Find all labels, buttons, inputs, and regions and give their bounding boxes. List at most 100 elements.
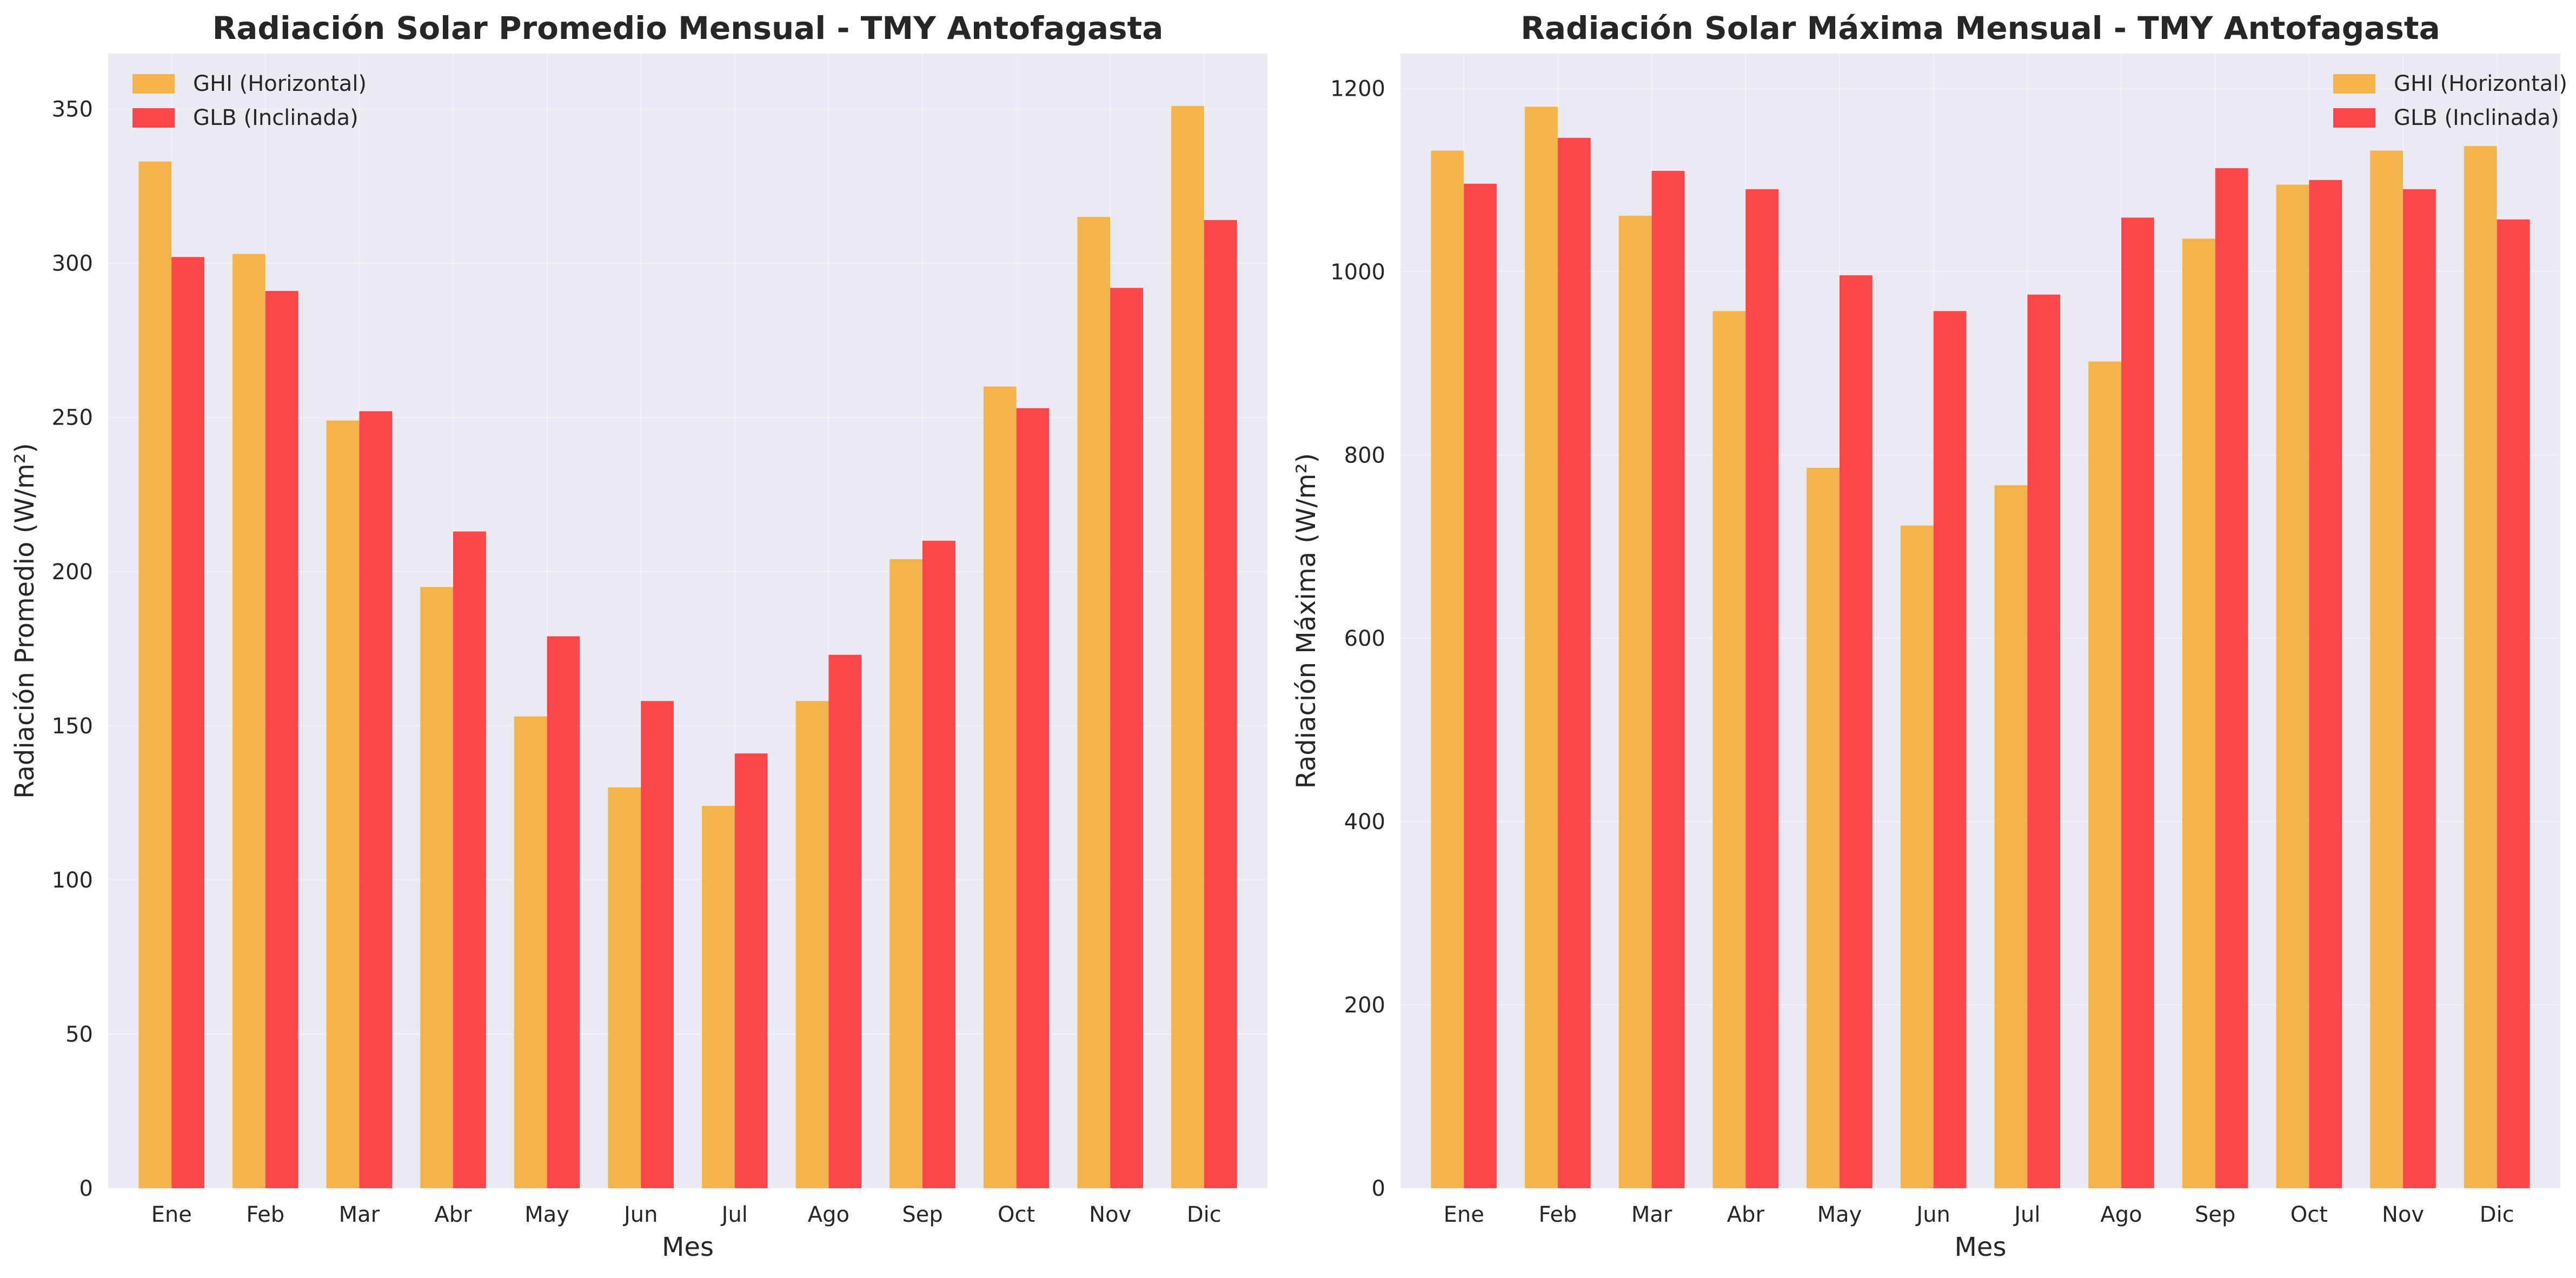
legend-swatch-glb [132,108,175,128]
x-tick-label: May [525,1202,569,1227]
bar-glb-dic [1204,220,1237,1189]
bar-glb-nov [1110,288,1143,1188]
x-tick-label: Oct [2290,1202,2328,1227]
bar-glb-ago [828,654,862,1188]
bar-ghi-oct [2276,184,2309,1188]
bar-glb-mar [1651,170,1685,1188]
bar-ghi-sep [889,559,923,1188]
x-tick-label: Feb [246,1202,284,1227]
bar-ghi-mar [1618,215,1652,1188]
x-tick-label: Abr [434,1202,472,1227]
y-axis-label: Radiación Máxima (W/m²) [1291,453,1322,789]
bar-glb-ago [2121,217,2154,1189]
bar-ghi-mar [326,420,360,1188]
x-axis-label: Mes [1955,1232,2007,1262]
y-tick-label: 300 [52,251,93,276]
bar-ghi-jun [608,787,641,1188]
x-tick-label: Sep [2195,1202,2235,1227]
plot-area [108,54,1267,1188]
y-axis-label: Radiación Promedio (W/m²) [10,443,40,799]
legend-swatch-glb [2333,108,2375,128]
legend: GHI (Horizontal) GLB (Inclinada) [132,71,367,130]
x-tick-label: Ene [151,1202,192,1227]
plot-area [1400,54,2560,1188]
bar-ghi-may [514,716,547,1188]
legend-label-glb: GLB (Inclinada) [2394,105,2559,130]
x-tick-label: Ago [808,1202,849,1227]
bar-glb-jul [2027,294,2061,1188]
bar-glb-oct [2309,180,2342,1189]
bar-ghi-jul [1994,485,2028,1189]
bar-glb-jun [641,701,674,1188]
chart-panel-2: 0 200 400 600 800 1000 1200 Ene Feb Mar Abr May Jun J… [1291,10,2567,1262]
bar-ghi-dic [2464,146,2497,1188]
y-tick-label: 0 [1372,1176,1385,1201]
bar-glb-may [547,636,580,1188]
chart-panel-1: 0 50 100 150 200 250 300 350 Ene Feb Mar Abr May Jun J… [10,10,1267,1262]
bar-glb-feb [265,290,298,1189]
bar-ghi-ene [138,161,172,1188]
y-tick-label: 50 [65,1022,93,1047]
bar-glb-abr [453,531,486,1188]
y-tick-label: 250 [52,406,93,431]
bar-glb-ene [171,257,204,1188]
x-tick-label: Jun [1915,1202,1950,1227]
x-tick-label: Ago [2100,1202,2142,1227]
x-tick-label: Dic [1187,1202,1221,1227]
y-tick-label: 200 [1344,993,1385,1018]
x-tick-label: Sep [902,1202,942,1227]
legend-label-ghi: GHI (Horizontal) [193,71,367,96]
legend-label-glb: GLB (Inclinada) [193,105,358,130]
bar-glb-mar [359,411,393,1188]
bar-glb-ene [1464,183,1497,1189]
chart-title: Radiación Solar Promedio Mensual - TMY A… [213,10,1164,47]
x-tick-label: Jul [720,1202,748,1227]
bar-ghi-nov [2370,150,2404,1188]
bar-ghi-ago [795,701,829,1188]
legend: GHI (Horizontal) GLB (Inclinada) [2333,71,2567,130]
x-tick-label: Feb [1539,1202,1577,1227]
bar-glb-nov [2403,189,2436,1188]
bar-ghi-nov [1077,217,1111,1189]
bar-glb-jul [734,753,768,1188]
bar-glb-dic [2497,219,2530,1188]
x-tick-label: Oct [998,1202,1035,1227]
y-tick-label: 800 [1344,443,1385,468]
x-tick-label: Jul [2013,1202,2040,1227]
bar-glb-feb [1557,137,1591,1188]
x-tick-label: Ene [1444,1202,1484,1227]
bar-glb-may [1839,275,1873,1188]
bar-glb-jun [1933,311,1967,1189]
y-tick-label: 100 [52,868,93,893]
x-tick-label: May [1817,1202,1862,1227]
legend-label-ghi: GHI (Horizontal) [2394,71,2567,96]
y-tick-label: 350 [52,97,93,122]
y-tick-label: 150 [52,714,93,739]
x-tick-label: Dic [2480,1202,2514,1227]
bar-ghi-feb [233,254,265,1188]
bar-ghi-jul [702,806,735,1188]
bar-glb-sep [2215,168,2248,1188]
x-tick-label: Nov [1089,1202,1131,1227]
x-tick-label: Mar [1631,1202,1672,1227]
bar-ghi-abr [1712,311,1746,1189]
y-tick-label: 1000 [1330,260,1385,284]
y-tick-label: 1200 [1330,76,1385,101]
bar-ghi-jun [1900,525,1934,1189]
x-tick-label: Nov [2382,1202,2424,1227]
bar-ghi-abr [420,587,453,1188]
y-tick-label: 0 [79,1176,93,1201]
x-tick-label: Jun [622,1202,658,1227]
bar-ghi-ago [2088,361,2122,1189]
bar-ghi-may [1807,467,1840,1189]
bar-ghi-oct [983,386,1017,1188]
x-tick-label: Abr [1727,1202,1765,1227]
chart-title: Radiación Solar Máxima Mensual - TMY Ant… [1521,10,2440,47]
x-axis-label: Mes [662,1232,714,1262]
bar-glb-oct [1016,408,1050,1188]
y-tick-label: 200 [52,560,93,585]
bar-ghi-sep [2182,239,2215,1188]
bar-ghi-feb [1525,107,1558,1189]
bar-glb-sep [922,540,955,1188]
